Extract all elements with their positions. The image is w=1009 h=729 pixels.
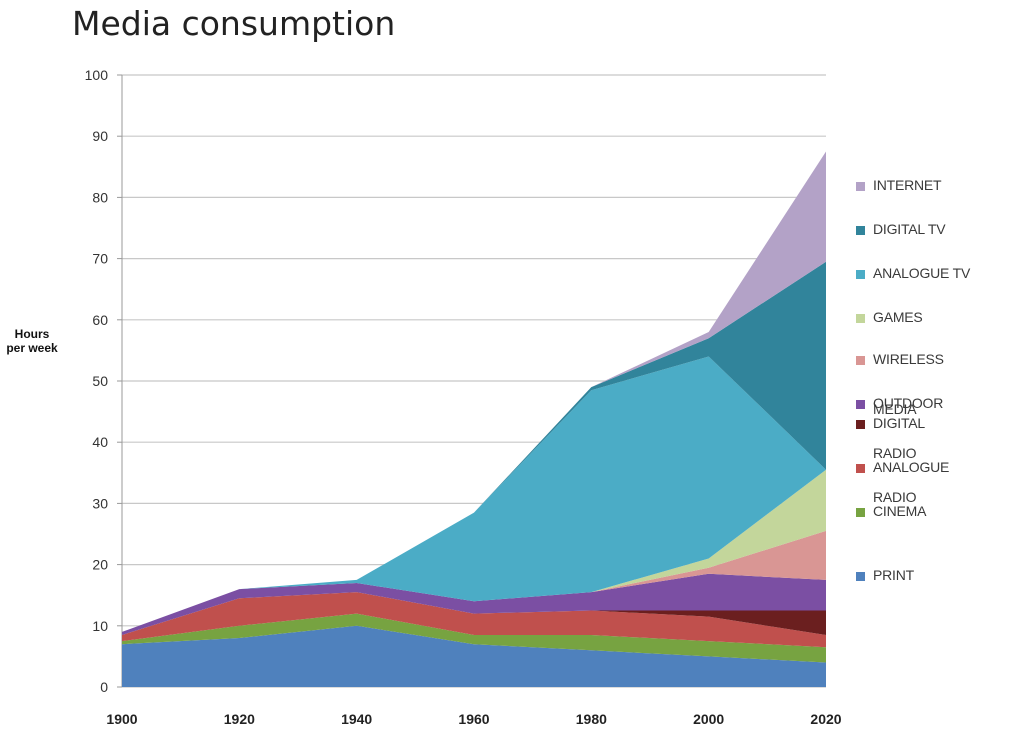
y-axis-ticks: 0 10 20 30 40 50 60 70 80 90 100: [85, 67, 109, 695]
legend-item: PRINT: [856, 568, 914, 582]
legend-swatch: [856, 314, 865, 323]
area-cinema: [122, 613, 826, 663]
legend-swatch: [856, 508, 865, 517]
y-tick-label: 60: [92, 312, 108, 328]
legend-label: OUTDOOR: [873, 395, 944, 411]
x-tick-label: 1980: [576, 711, 607, 727]
legend-swatch: [856, 270, 865, 279]
y-tick-label: 10: [92, 618, 108, 634]
legend-swatch: [856, 420, 865, 429]
legend-item: MEDIA DIGITAL: [856, 402, 925, 430]
y-axis-label-line: Hours: [14, 327, 50, 341]
legend-label: RADIO CINEMA: [873, 489, 927, 519]
legend-item: RADIO ANALOGUE: [856, 446, 949, 474]
legend-label: DIGITAL TV: [873, 221, 946, 237]
y-tick-label: 90: [92, 128, 108, 144]
x-tick-label: 1900: [106, 711, 137, 727]
legend-item: ANALOGUE TV: [856, 266, 970, 280]
area-analogue-radio: [122, 592, 826, 648]
x-tick-label: 1920: [224, 711, 255, 727]
legend-swatch: [856, 182, 865, 191]
legend-item: GAMES: [856, 310, 923, 324]
legend-item: INTERNET: [856, 177, 942, 193]
y-tick-label: 20: [92, 557, 108, 573]
legend-label: PRINT: [873, 567, 915, 583]
y-tick-label: 40: [92, 434, 108, 450]
legend-item: OUTDOOR: [856, 396, 943, 410]
y-tick-label: 30: [92, 495, 108, 511]
legend-label: GAMES: [873, 309, 923, 325]
legend-label: ANALOGUE TV: [873, 265, 971, 281]
area-analogue-tv: [122, 356, 826, 632]
y-tick-label: 100: [85, 67, 109, 83]
legend-label: RADIO ANALOGUE: [873, 445, 950, 475]
legend-swatch: [856, 226, 865, 235]
legend-swatch: [856, 572, 865, 581]
x-tick-label: 2000: [693, 711, 724, 727]
y-tick-label: 0: [100, 679, 108, 695]
legend-swatch: [856, 464, 865, 473]
y-tick-label: 70: [92, 251, 108, 267]
legend-swatch: [856, 400, 865, 409]
y-tick-label: 80: [92, 189, 108, 205]
area-series: [122, 151, 826, 687]
legend-label: WIRELESS: [873, 351, 944, 367]
chart-title: Media consumption: [72, 4, 396, 43]
legend-item: WIRELESS: [856, 352, 944, 366]
legend-swatch: [856, 356, 865, 365]
area-digital-radio: [122, 592, 826, 635]
area-media-outdoor: [122, 573, 826, 635]
y-tick-label: 50: [92, 373, 108, 389]
x-tick-label: 1960: [458, 711, 489, 727]
y-axis-label: Hours per week: [2, 327, 62, 355]
legend-label: INTERNET: [873, 177, 942, 193]
x-tick-label: 1940: [341, 711, 372, 727]
legend-item: DIGITAL TV: [856, 221, 946, 237]
legend-label: MEDIA DIGITAL: [873, 401, 926, 431]
x-tick-label: 2020: [810, 711, 841, 727]
legend-item: RADIO CINEMA: [856, 490, 926, 518]
area-print: [122, 625, 826, 687]
x-axis-ticks: 1900 1920 1940 1960 1980 2000 2020: [106, 711, 841, 727]
y-axis-label-line: per week: [6, 341, 58, 355]
